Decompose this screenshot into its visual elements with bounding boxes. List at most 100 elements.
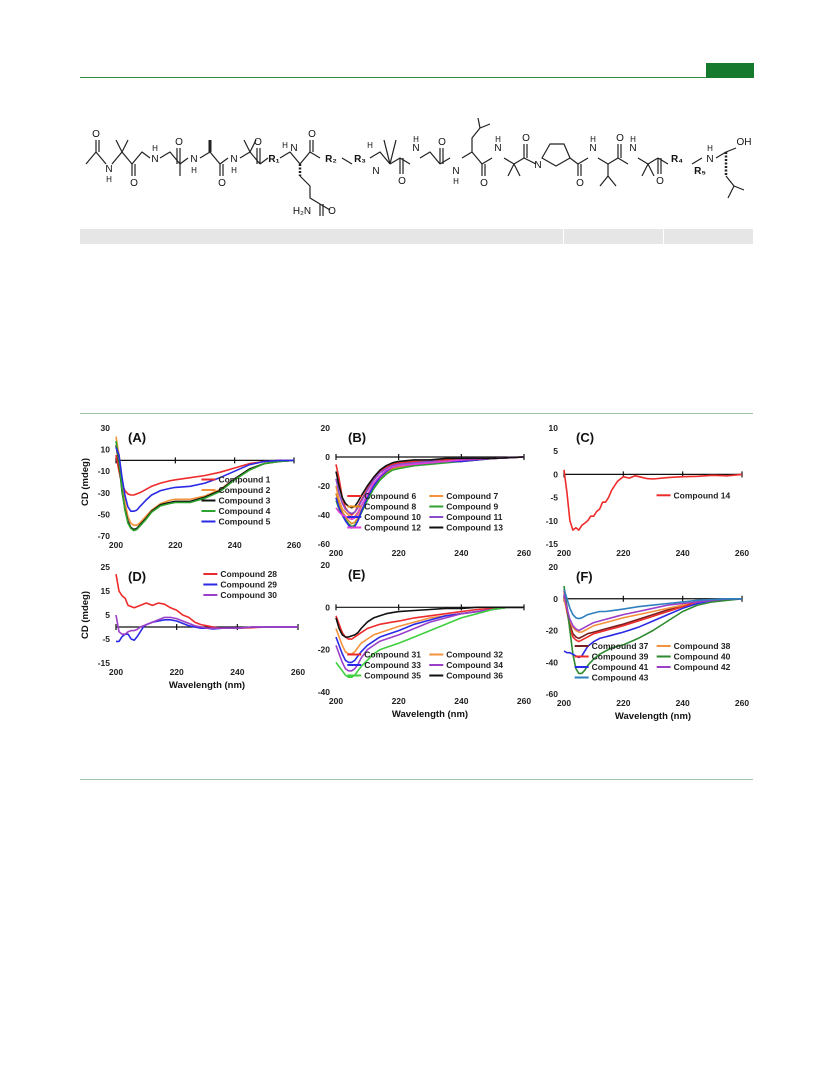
atom-o: O <box>218 178 226 189</box>
atom-o: O <box>656 176 664 187</box>
y-tick-label: -60 <box>318 539 331 549</box>
legend-label: Compound 30 <box>220 590 277 600</box>
legend-label: Compound 40 <box>674 652 731 662</box>
figure-bottom-rule <box>80 779 753 780</box>
x-tick-label: 220 <box>616 698 630 708</box>
legend-label: Compound 11 <box>446 512 502 522</box>
y-tick-label: 30 <box>101 423 111 433</box>
legend-label: Compound 37 <box>592 641 649 651</box>
series-line-4 <box>335 456 525 528</box>
legend-label: Compound 7 <box>446 491 498 501</box>
series-line-2 <box>116 618 298 643</box>
x-tick-label: 260 <box>287 540 301 550</box>
atom-o: O <box>328 206 336 217</box>
x-axis-title: Wavelength (nm) <box>615 711 691 722</box>
atom-o: O <box>92 129 100 140</box>
legend-label: Compound 31 <box>364 650 421 660</box>
peptide-structure-diagram: O N H O N H O N H O N H O R₁ N H O H₂N O… <box>85 118 752 217</box>
y-tick-label: 0 <box>325 602 330 612</box>
atom-h: H <box>367 141 373 150</box>
atom-h: H <box>106 175 112 184</box>
legend-label: Compound 9 <box>446 502 498 512</box>
series-line-1 <box>115 454 294 496</box>
y-tick-label: -50 <box>98 509 111 519</box>
atom-n: N <box>190 154 197 165</box>
x-tick-label: 200 <box>109 667 123 677</box>
y-tick-label: -15 <box>546 539 559 549</box>
panel-letter: (D) <box>128 569 146 584</box>
series-line-4 <box>335 606 524 672</box>
hydroxyl-oh: OH <box>737 137 752 148</box>
r4-label: R₄ <box>671 154 683 165</box>
y-tick-label: -5 <box>102 634 110 644</box>
atom-n: N <box>412 143 419 154</box>
atom-h: H <box>630 135 636 144</box>
atom-n: N <box>452 166 459 177</box>
legend-label: Compound 13 <box>446 523 503 533</box>
x-tick-label: 260 <box>517 548 531 558</box>
x-tick-label: 220 <box>168 540 182 550</box>
atom-n: N <box>151 154 158 165</box>
legend-label: Compound 5 <box>218 517 270 527</box>
panel-letter: (E) <box>348 567 365 582</box>
r3-label: R₃ <box>354 154 366 165</box>
atom-o: O <box>175 137 183 148</box>
y-tick-label: 20 <box>549 562 559 572</box>
legend-label: Compound 42 <box>674 662 731 672</box>
series-line-7 <box>563 588 742 620</box>
atom-h: H <box>453 177 459 186</box>
legend-label: Compound 36 <box>446 671 503 681</box>
atom-h: H <box>152 144 158 153</box>
y-tick-label: 5 <box>553 446 558 456</box>
atom-n: N <box>589 143 596 154</box>
y-tick-label: -5 <box>550 493 558 503</box>
atom-o: O <box>308 129 316 140</box>
panel-letter: (B) <box>348 430 366 445</box>
series-line-3 <box>563 590 742 643</box>
x-tick-label: 240 <box>228 540 242 550</box>
atom-o: O <box>438 137 446 148</box>
y-tick-label: -70 <box>98 531 111 541</box>
legend-label: Compound 6 <box>364 491 416 501</box>
x-tick-label: 200 <box>557 698 571 708</box>
x-tick-label: 200 <box>329 696 343 706</box>
x-tick-label: 220 <box>392 696 406 706</box>
y-tick-label: -20 <box>546 626 559 636</box>
legend-label: Compound 8 <box>364 502 416 512</box>
series-line-1 <box>335 606 524 640</box>
series-line-6 <box>563 593 742 632</box>
legend-label: Compound 33 <box>364 660 421 670</box>
atom-n: N <box>706 154 713 165</box>
legend-label: Compound 39 <box>592 652 649 662</box>
legend-label: Compound 10 <box>364 512 421 522</box>
series-line-3 <box>115 614 298 636</box>
x-tick-label: 220 <box>392 548 406 558</box>
panel-letter: (A) <box>128 430 146 445</box>
atom-n: N <box>290 143 297 154</box>
legend-label: Compound 28 <box>220 569 277 579</box>
x-tick-label: 200 <box>329 548 343 558</box>
atom-n: N <box>230 154 237 165</box>
y-tick-label: 25 <box>101 562 111 572</box>
table-header-bar <box>80 229 753 244</box>
atom-o: O <box>480 178 488 189</box>
y-tick-label: 15 <box>101 586 111 596</box>
y-tick-label: 5 <box>105 610 110 620</box>
legend-label: Compound 14 <box>674 490 731 500</box>
legend-label: Compound 35 <box>364 671 421 681</box>
atom-n: N <box>494 143 501 154</box>
panel-letter: (C) <box>576 430 594 445</box>
atom-o: O <box>576 178 584 189</box>
legend-label: Compound 3 <box>218 496 270 506</box>
y-tick-label: -60 <box>546 689 559 699</box>
legend-label: Compound 43 <box>592 673 649 683</box>
atom-h: H <box>191 166 197 175</box>
y-tick-label: -20 <box>318 645 331 655</box>
x-axis-title: Wavelength (nm) <box>169 680 245 691</box>
r1-label: R₁ <box>268 154 279 165</box>
series-line-4 <box>563 585 743 675</box>
